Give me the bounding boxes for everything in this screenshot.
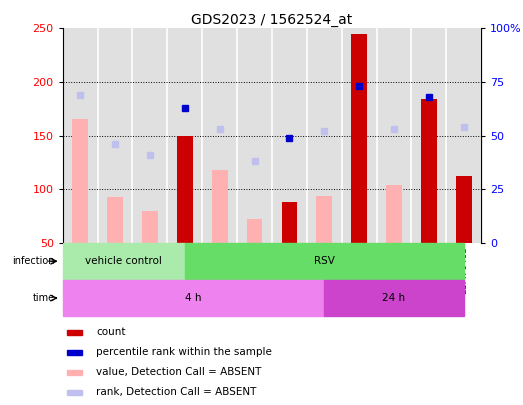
Bar [63, 28, 98, 243]
Bar [202, 28, 237, 243]
Text: vehicle control: vehicle control [85, 256, 162, 266]
Text: value, Detection Call = ABSENT: value, Detection Call = ABSENT [96, 367, 262, 377]
Bar [324, 279, 464, 316]
Bar [247, 219, 263, 243]
Bar [98, 28, 132, 243]
Text: 24 h: 24 h [382, 293, 405, 303]
Bar [177, 136, 192, 243]
Text: 4 h: 4 h [185, 293, 202, 303]
Bar [212, 170, 228, 243]
Bar [386, 185, 402, 243]
Bar [107, 197, 123, 243]
Bar [281, 202, 297, 243]
Text: count: count [96, 327, 126, 337]
Bar [72, 119, 88, 243]
Text: rank, Detection Call = ABSENT: rank, Detection Call = ABSENT [96, 387, 257, 397]
Bar [456, 176, 472, 243]
Bar [272, 28, 307, 243]
Bar [67, 350, 82, 355]
Text: RSV: RSV [314, 256, 335, 266]
Bar [142, 211, 158, 243]
Bar [67, 330, 82, 335]
Bar [237, 28, 272, 243]
Bar [421, 99, 437, 243]
Bar [67, 370, 82, 375]
Bar [63, 243, 185, 279]
Bar [316, 196, 332, 243]
Bar [67, 390, 82, 395]
Bar [342, 28, 377, 243]
Bar [377, 28, 412, 243]
Text: percentile rank within the sample: percentile rank within the sample [96, 347, 272, 357]
Bar [351, 34, 367, 243]
Bar [307, 28, 342, 243]
Bar [446, 28, 481, 243]
Text: time: time [32, 293, 54, 303]
Title: GDS2023 / 1562524_at: GDS2023 / 1562524_at [191, 13, 353, 27]
Text: infection: infection [12, 256, 54, 266]
Bar [167, 28, 202, 243]
Bar [63, 279, 324, 316]
Bar [185, 243, 464, 279]
Bar [132, 28, 167, 243]
Bar [412, 28, 446, 243]
